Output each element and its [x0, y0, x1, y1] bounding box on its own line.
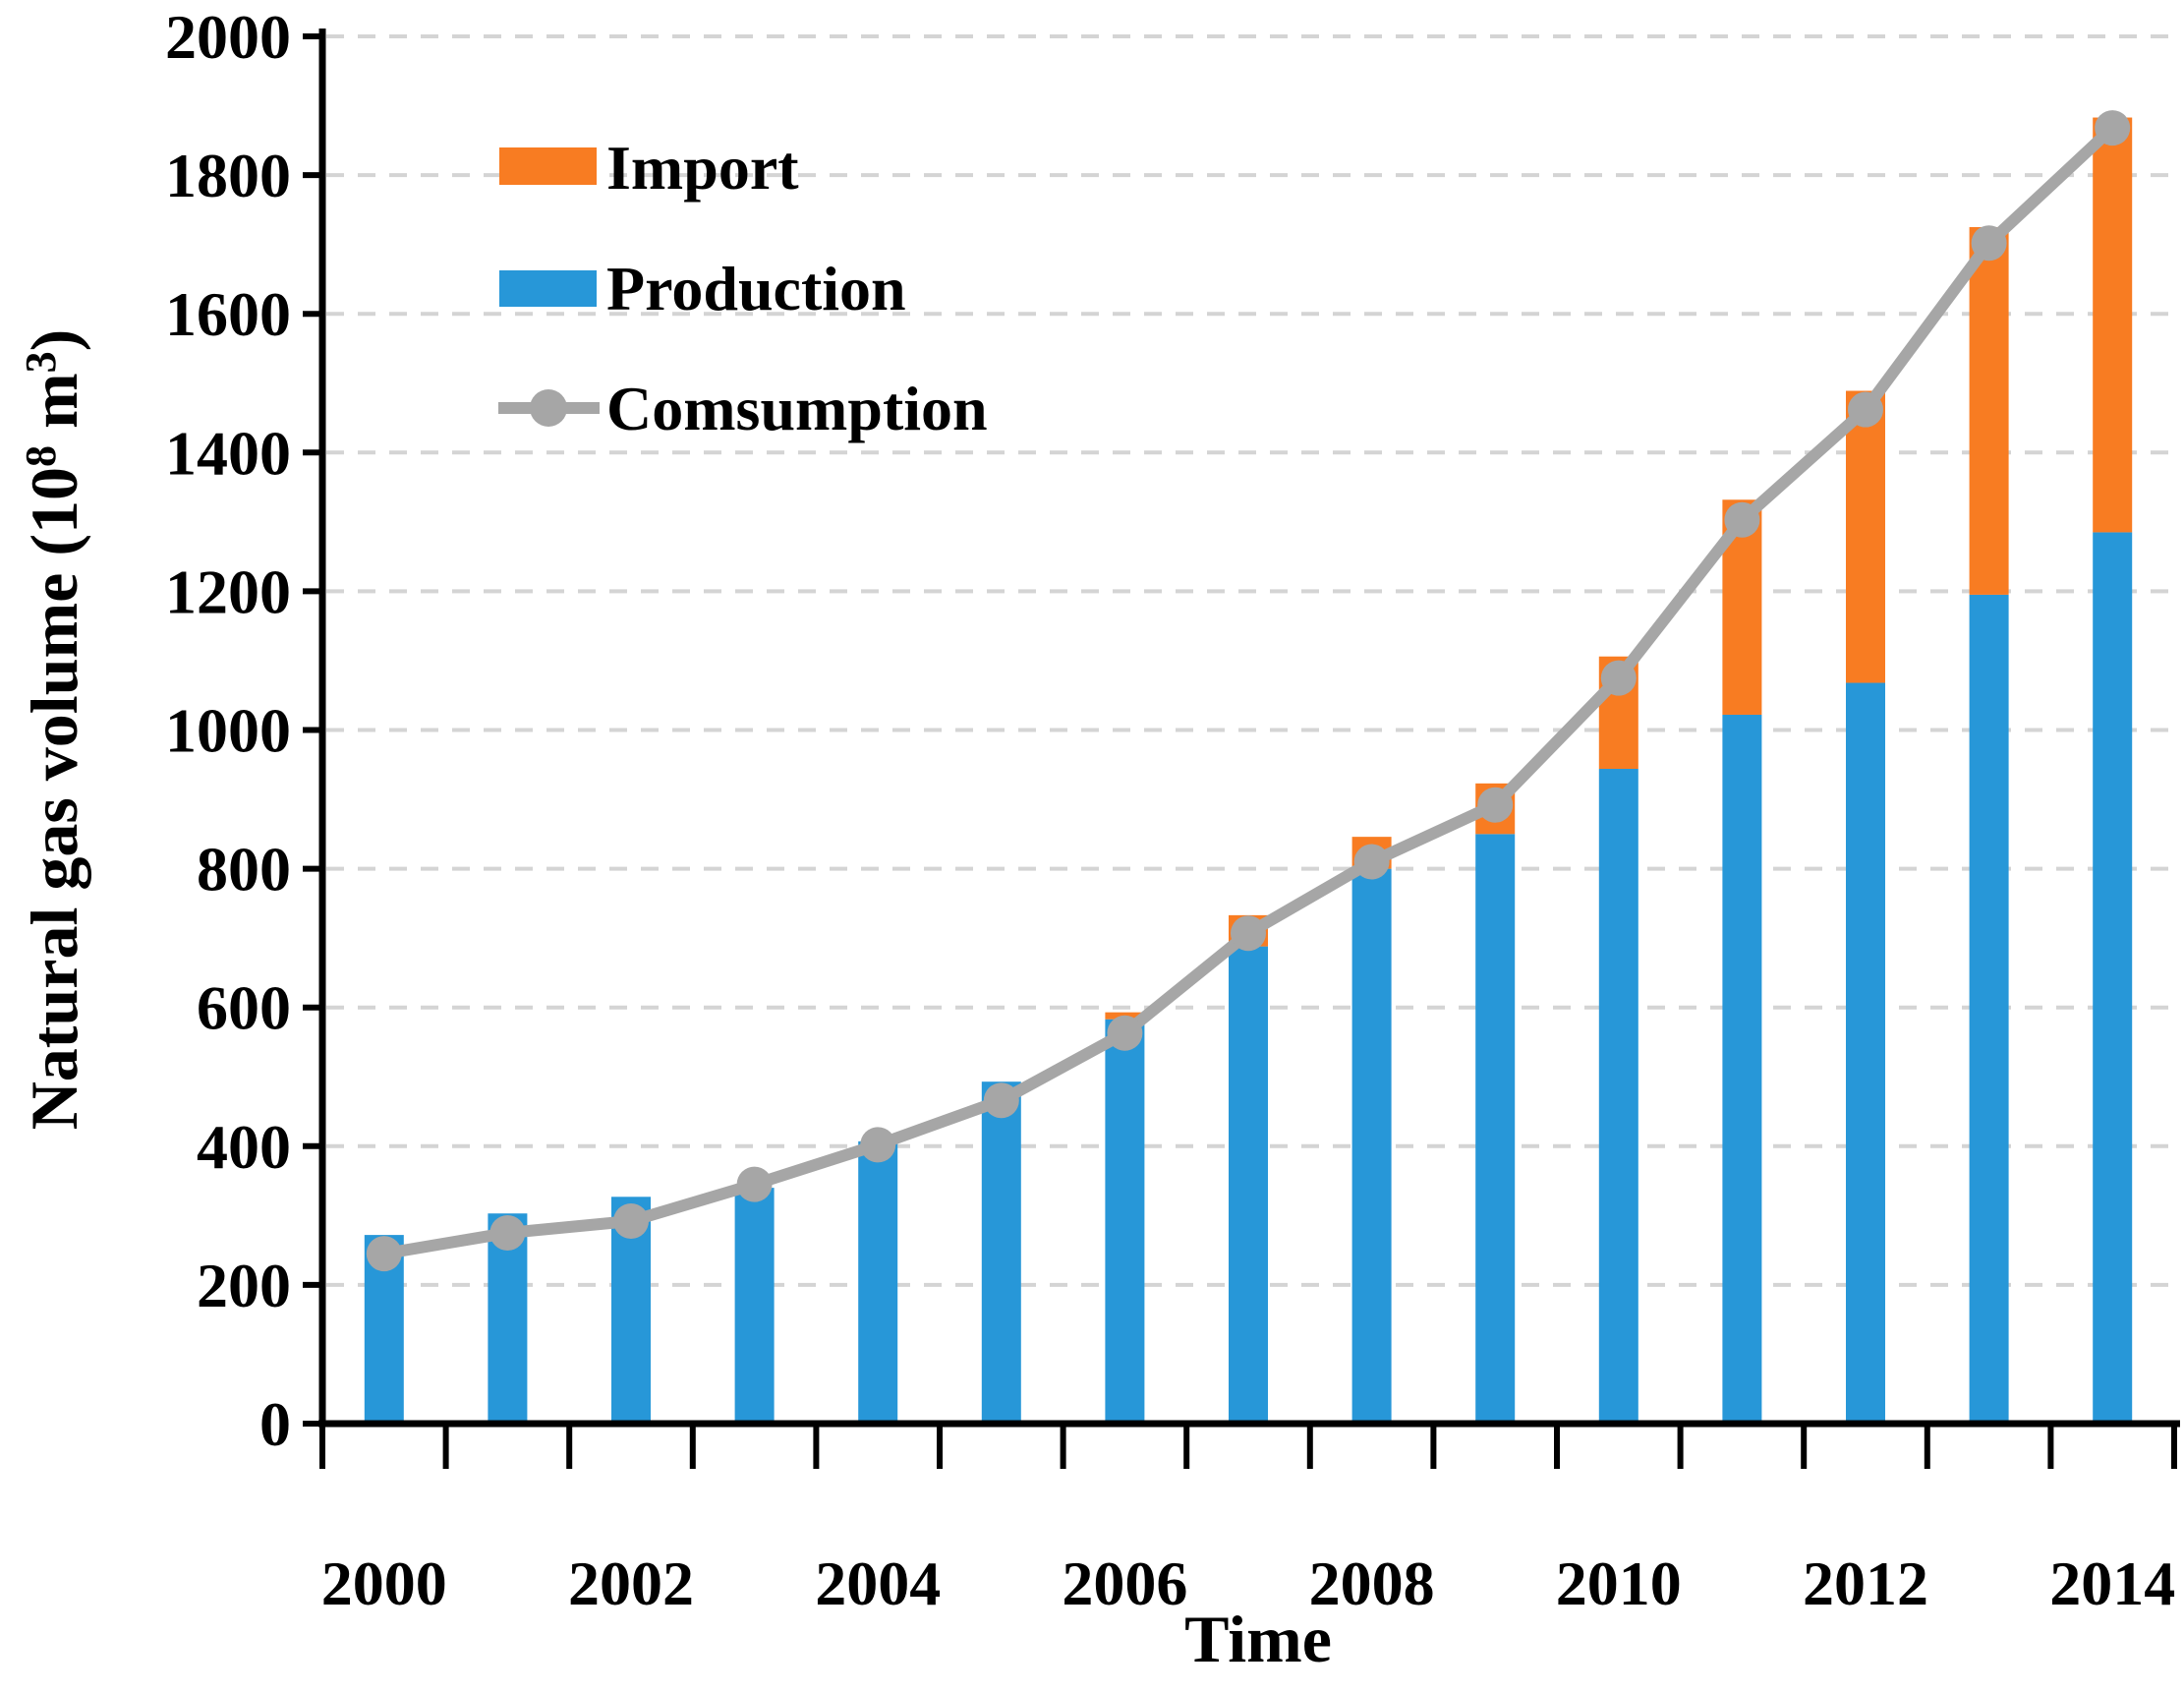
- bar-production-2009: [1475, 834, 1516, 1424]
- y-tick-label-1400: 1400: [165, 418, 291, 488]
- consumption-point-2009: [1477, 787, 1514, 823]
- axes: [303, 29, 2180, 1469]
- y-tick-label-1600: 1600: [165, 279, 291, 349]
- consumption-point-2014: [2095, 110, 2131, 146]
- bar-production-2012: [1846, 682, 1885, 1424]
- x-tick-label-2010: 2010: [1556, 1548, 1682, 1618]
- bar-import-2012: [1846, 390, 1885, 683]
- consumption-point-2004: [860, 1127, 896, 1163]
- legend: Import Production Comsumption: [498, 133, 988, 443]
- y-tick-label-600: 600: [197, 973, 291, 1043]
- y-axis-title: Natural gas volume (108 m3): [17, 329, 91, 1131]
- bar-production-2011: [1722, 714, 1762, 1424]
- legend-swatch-production: [499, 270, 597, 307]
- consumption-line-series: [366, 110, 2131, 1272]
- consumption-point-2008: [1353, 844, 1390, 880]
- bar-production-2010: [1598, 769, 1638, 1424]
- legend-label-comsumption: Comsumption: [606, 374, 988, 443]
- consumption-point-2001: [489, 1214, 526, 1251]
- y-tick-label-800: 800: [197, 835, 291, 905]
- bar-production-2014: [2093, 532, 2133, 1424]
- bar-production-2005: [981, 1081, 1021, 1424]
- consumption-point-2012: [1848, 391, 1883, 428]
- consumption-point-2002: [613, 1202, 649, 1239]
- legend-label-production: Production: [606, 254, 906, 323]
- y-tick-label-1000: 1000: [165, 696, 291, 766]
- bar-production-2004: [858, 1140, 898, 1424]
- consumption-point-2006: [1107, 1015, 1143, 1051]
- bar-import-2014: [2093, 117, 2133, 533]
- consumption-point-2003: [736, 1166, 773, 1202]
- x-tick-label-2014: 2014: [2049, 1548, 2175, 1618]
- bar-production-2003: [734, 1188, 775, 1424]
- y-tick-label-200: 200: [197, 1251, 291, 1320]
- x-tick-label-2008: 2008: [1309, 1548, 1435, 1618]
- y-tick-label-400: 400: [197, 1112, 291, 1182]
- x-tick-label-2006: 2006: [1062, 1548, 1187, 1618]
- legend-marker-icon: [530, 389, 567, 427]
- y-tick-label-2000: 2000: [165, 2, 291, 72]
- bar-series: [364, 117, 2133, 1424]
- y-tick-label-1800: 1800: [165, 141, 291, 210]
- x-tick-label-2004: 2004: [815, 1548, 941, 1618]
- y-tick-label-0: 0: [259, 1389, 291, 1459]
- consumption-point-2010: [1600, 660, 1637, 696]
- tick-labels: 0 200 400 600 800 1000 1200 1400 1600 1800 2000 200…: [165, 2, 2175, 1618]
- bar-production-2007: [1229, 946, 1268, 1424]
- x-tick-label-2002: 2002: [568, 1548, 694, 1618]
- bar-import-2013: [1969, 227, 2009, 595]
- bar-production-2008: [1351, 868, 1392, 1424]
- legend-swatch-import: [499, 147, 597, 185]
- x-tick-label-2012: 2012: [1803, 1548, 1928, 1618]
- x-tick-label-2000: 2000: [321, 1548, 447, 1618]
- consumption-point-2013: [1971, 225, 2007, 262]
- legend-label-import: Import: [606, 133, 799, 203]
- y-tick-label-1200: 1200: [165, 556, 291, 626]
- bar-production-2006: [1105, 1019, 1145, 1424]
- bar-production-2013: [1969, 594, 2009, 1424]
- consumption-point-2011: [1724, 501, 1760, 538]
- consumption-point-2007: [1231, 915, 1266, 952]
- consumption-point-2000: [366, 1236, 402, 1272]
- consumption-point-2005: [983, 1082, 1019, 1119]
- x-axis-title: Time: [1184, 1602, 1332, 1676]
